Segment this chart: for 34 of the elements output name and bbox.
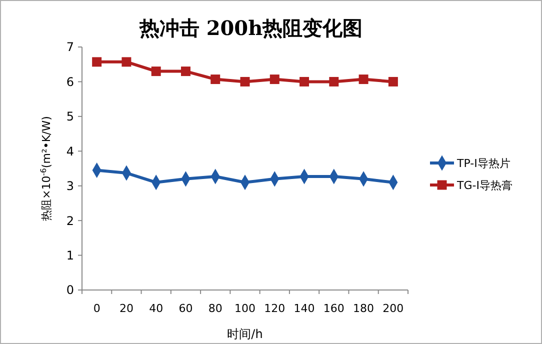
point [122, 57, 132, 67]
chart-title: 热冲击 200h热阻变化图 [138, 16, 363, 40]
y-tick-label: 5 [66, 110, 74, 124]
x-tick-label: 40 [149, 302, 164, 315]
x-tick-label: 20 [119, 302, 134, 315]
y-tick-label: 1 [66, 248, 74, 262]
point [329, 76, 339, 86]
y-tick-label: 4 [66, 144, 74, 158]
point [388, 76, 398, 86]
x-axis-title: 时间/h [227, 327, 263, 341]
x-tick-label: 160 [323, 302, 344, 315]
point [358, 74, 368, 84]
y-tick-label: 3 [66, 179, 74, 194]
x-tick-label: 120 [264, 302, 286, 315]
y-tick-label: 2 [66, 214, 74, 228]
x-tick-label: 0 [93, 302, 100, 315]
point [300, 76, 310, 86]
point [240, 76, 250, 86]
point [92, 57, 102, 67]
legend-label: TG-I导热膏 [456, 178, 512, 192]
y-tick-label: 0 [66, 283, 74, 298]
point [180, 66, 190, 76]
x-tick-label: 60 [178, 302, 193, 315]
legend-label: TP-I导热片 [456, 156, 510, 170]
x-tick-label: 80 [208, 302, 222, 315]
point [151, 66, 161, 76]
x-tick-label: 140 [294, 302, 315, 315]
point [270, 74, 280, 84]
point [210, 74, 220, 84]
y-tick-label: 7 [66, 40, 74, 54]
x-tick-label: 100 [234, 302, 256, 315]
x-tick-label: 180 [353, 302, 374, 315]
y-tick-label: 6 [66, 74, 74, 89]
x-tick-label: 200 [382, 302, 404, 315]
